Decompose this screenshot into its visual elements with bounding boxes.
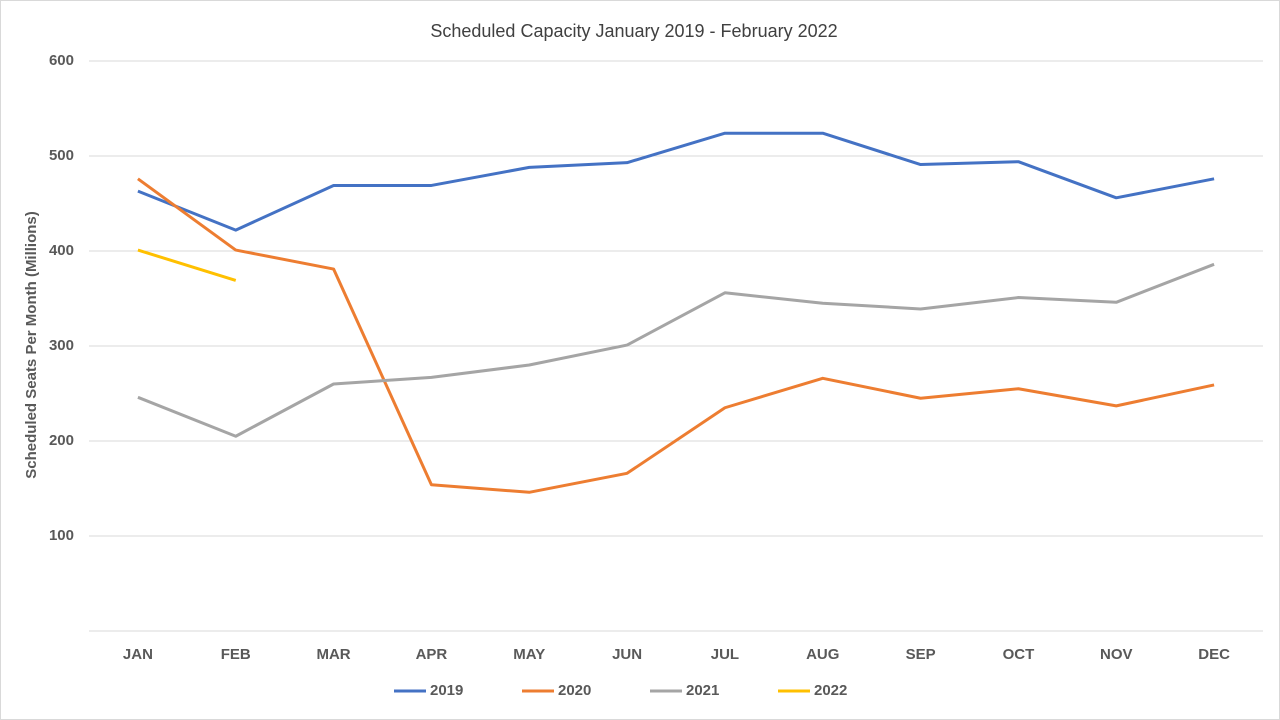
x-tick-label: NOV: [1100, 646, 1133, 663]
series-line: [137, 177, 1215, 494]
x-tick-label: FEB: [221, 646, 251, 663]
x-tick-label: OCT: [1003, 646, 1035, 663]
x-tick-label: SEP: [906, 646, 936, 663]
series-line: [137, 248, 237, 282]
y-axis-label: Scheduled Seats Per Month (Millions): [23, 211, 40, 479]
y-tick-label: 100: [49, 527, 74, 544]
x-tick-label: JAN: [123, 646, 153, 663]
series-line: [137, 262, 1215, 438]
x-tick-label: MAY: [513, 646, 545, 663]
y-tick-label: 200: [49, 432, 74, 449]
chart-title: Scheduled Capacity January 2019 - Februa…: [430, 21, 837, 41]
x-tick-label: MAR: [316, 646, 350, 663]
x-tick-label: JUL: [711, 646, 739, 663]
legend-label: 2019: [430, 682, 463, 699]
legend-label: 2020: [558, 682, 591, 699]
y-tick-label: 600: [49, 52, 74, 69]
x-tick-label: APR: [416, 646, 448, 663]
y-tick-label: 400: [49, 242, 74, 259]
x-tick-label: AUG: [806, 646, 839, 663]
series-line: [137, 131, 1215, 232]
legend-label: 2022: [814, 682, 847, 699]
x-tick-label: JUN: [612, 646, 642, 663]
legend-label: 2021: [686, 682, 719, 699]
y-tick-label: 300: [49, 337, 74, 354]
y-tick-label: 500: [49, 147, 74, 164]
x-tick-label: DEC: [1198, 646, 1230, 663]
